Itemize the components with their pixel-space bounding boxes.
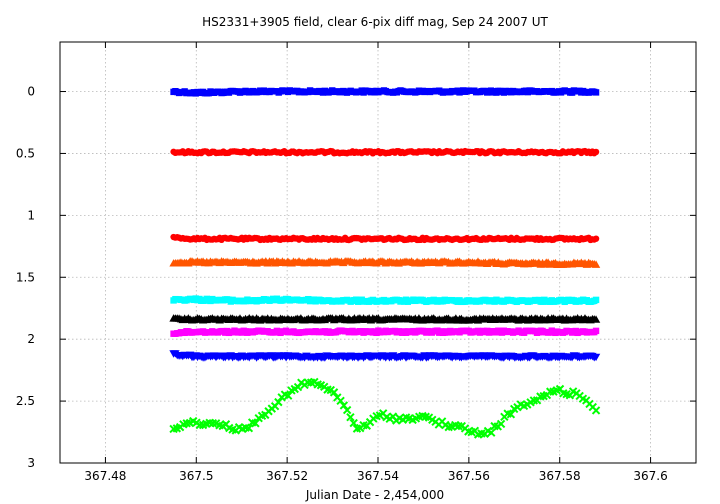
data-point xyxy=(592,296,600,304)
y-tick-label: 1 xyxy=(27,208,35,222)
data-point xyxy=(592,235,600,242)
y-tick-label: 0 xyxy=(27,85,35,99)
y-tick-label: 1.5 xyxy=(16,270,35,284)
series-8 xyxy=(169,350,601,362)
x-tick-label: 367.5 xyxy=(179,469,213,483)
y-tick-label: 0.5 xyxy=(16,146,35,160)
data-point xyxy=(591,315,601,323)
data-point xyxy=(244,423,254,433)
data-point xyxy=(592,89,600,96)
data-point xyxy=(591,353,601,362)
x-tick-label: 367.48 xyxy=(84,469,126,483)
data-point xyxy=(342,405,352,415)
data-point xyxy=(251,419,260,428)
series-4 xyxy=(169,257,601,268)
data-point xyxy=(496,419,506,429)
series-2 xyxy=(170,147,600,157)
series-5 xyxy=(170,295,600,306)
y-tick-label: 2.5 xyxy=(16,394,35,408)
data-series xyxy=(169,87,601,439)
data-point xyxy=(487,428,496,437)
x-tick-label: 367.6 xyxy=(633,469,667,483)
data-point xyxy=(591,406,601,415)
data-point xyxy=(506,410,516,419)
series-1 xyxy=(170,87,600,97)
data-point xyxy=(591,260,601,268)
data-point xyxy=(349,418,358,428)
x-axis-label: Julian Date - 2,454,000 xyxy=(305,488,444,502)
series-3 xyxy=(170,233,600,244)
series-6 xyxy=(169,314,601,324)
y-tick-label: 3 xyxy=(27,456,35,470)
chart-title: HS2331+3905 field, clear 6-pix diff mag,… xyxy=(202,15,548,29)
data-point xyxy=(346,412,355,422)
data-point xyxy=(274,397,283,407)
data-point xyxy=(592,148,600,156)
x-tick-label: 367.56 xyxy=(448,469,490,483)
series-9 xyxy=(169,377,601,439)
data-point xyxy=(329,388,339,397)
x-tick-label: 367.58 xyxy=(539,469,581,483)
data-point xyxy=(592,327,600,335)
data-point xyxy=(283,391,293,400)
plot-frame xyxy=(59,41,697,464)
axis-ticks: 367.48 367.5 367.52 367.54 367.56 367.58 367.6… xyxy=(16,42,696,483)
x-tick-label: 367.52 xyxy=(266,469,308,483)
grid-lines xyxy=(60,42,696,464)
y-tick-label: 2 xyxy=(27,332,35,346)
x-tick-label: 367.54 xyxy=(357,469,399,483)
series-7 xyxy=(170,327,600,337)
